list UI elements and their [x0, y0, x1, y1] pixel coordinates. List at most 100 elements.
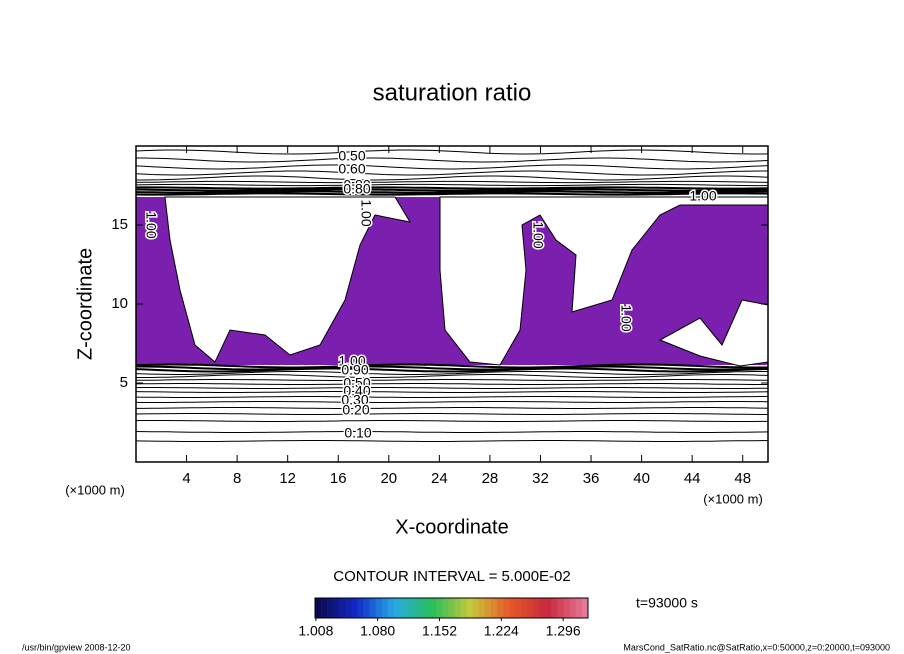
x-tick-label: 16 — [330, 470, 347, 487]
colorbar-stripe — [351, 598, 358, 618]
colorbar-tick-label: 1.080 — [360, 623, 395, 639]
x-tick-label: 8 — [233, 470, 241, 487]
contour-line — [135, 420, 768, 422]
plot-area: 0.500.600.800.80 1.001.00 1.001.001.001.00… — [111, 145, 769, 487]
contour-line — [135, 170, 768, 176]
x-tick-label: 4 — [182, 470, 190, 487]
contour-line — [135, 149, 769, 155]
colorbar-stripe — [527, 598, 534, 618]
colorbar-tick-label: 1.296 — [546, 623, 581, 639]
colorbar-stripe — [369, 598, 376, 618]
contour-label: 1.00 — [618, 304, 634, 331]
contour-label: 1.00 — [143, 211, 159, 238]
colorbar-stripe — [472, 598, 480, 618]
colorbar-stripe — [393, 598, 401, 618]
contour-line — [136, 186, 769, 190]
contour-line — [135, 401, 769, 403]
contour-line — [136, 407, 769, 409]
contour-line — [135, 192, 769, 196]
contour-line — [136, 365, 769, 371]
contour-line — [136, 379, 769, 381]
contour-line — [135, 391, 769, 393]
colorbar-tick-label: 1.008 — [298, 623, 333, 639]
x-tick-label: 32 — [532, 470, 549, 487]
colorbar-stripe — [357, 598, 364, 618]
colorbar-stripe — [557, 598, 565, 618]
colorbar-stripe — [424, 598, 431, 618]
colorbar-stripe — [581, 598, 589, 618]
y-tick-label: 15 — [111, 216, 128, 233]
contour-line — [135, 190, 768, 194]
colorbar-stripe — [399, 598, 407, 618]
y-tick-label: 10 — [111, 295, 128, 312]
contour-label: 0.60 — [338, 161, 365, 177]
time-label: t=93000 s — [636, 595, 698, 611]
colorbar-stripe — [521, 598, 528, 618]
x-tick-label: 20 — [380, 470, 397, 487]
contour-label: 1.00 — [338, 353, 365, 369]
colorbar-stripe — [509, 598, 516, 618]
contour-label: 0.10 — [344, 425, 371, 441]
x-tick-label: 48 — [734, 470, 751, 487]
contour-line — [135, 440, 769, 442]
contour-line — [135, 396, 768, 398]
x-unit-label: (×1000 m) — [65, 482, 125, 497]
contour-label: 0.50 — [338, 148, 365, 164]
contour-label: 1.00 — [530, 221, 546, 248]
contour-line — [136, 387, 769, 389]
x-unit-label: (×1000 m) — [703, 491, 763, 506]
colorbar-stripe — [448, 598, 455, 618]
contour-label: 0.80 — [343, 177, 370, 193]
colorbar-stripe — [563, 598, 571, 618]
colorbar-stripe — [375, 598, 383, 618]
x-tick-label: 44 — [684, 470, 701, 487]
colorbar-stripe — [412, 598, 419, 618]
contour-label: 0.80 — [343, 181, 370, 197]
contour-line — [136, 175, 769, 181]
colorbar-frame — [314, 597, 589, 619]
chart-title: saturation ratio — [373, 79, 532, 106]
colorbar-stripe — [533, 598, 540, 618]
colorbar-stripe — [418, 598, 425, 618]
colorbar-stripe — [339, 598, 346, 618]
colorbar-stripe — [381, 598, 389, 618]
colorbar-stripe — [515, 598, 522, 618]
colorbar-stripe — [406, 598, 413, 618]
colorbar-stripe — [545, 598, 552, 618]
contour-line — [135, 367, 769, 373]
contour-label: 0.20 — [342, 402, 369, 418]
unshaded-region — [439, 196, 769, 366]
colorbar-stripe — [490, 598, 498, 618]
colorbar-stripe — [454, 598, 461, 618]
contour-line — [135, 413, 768, 415]
colorbar-stripe — [327, 598, 334, 618]
y-tick-label: 5 — [120, 374, 128, 391]
colorbar-stripe — [569, 598, 577, 618]
y-axis-label: Z-coordinate — [74, 248, 96, 360]
contour-line — [135, 164, 769, 170]
x-tick-label: 24 — [431, 470, 448, 487]
colorbar-stripe — [430, 598, 437, 618]
x-tick-label: 28 — [482, 470, 499, 487]
colorbar-stripe — [478, 598, 486, 618]
contour-line — [135, 188, 769, 192]
colorbar-stripe — [484, 598, 492, 618]
colorbar-stripe — [333, 598, 340, 618]
contour-line — [135, 431, 769, 433]
colorbar-stripe — [466, 598, 474, 618]
colorbar-stripe — [436, 598, 443, 618]
contour-label: 0.50 — [343, 375, 370, 391]
x-axis-label: X-coordinate — [395, 516, 508, 538]
contour-line — [136, 157, 769, 163]
contour-line — [136, 374, 769, 378]
colorbar-tick-label: 1.152 — [422, 623, 457, 639]
colorbar-stripe — [345, 598, 352, 618]
unshaded-region — [164, 196, 412, 363]
contour-label: 0.40 — [343, 383, 370, 399]
colorbar-stripe — [321, 598, 328, 618]
contour-line — [135, 363, 769, 369]
colorbar-stripe — [387, 598, 395, 618]
colorbar-stripe — [551, 598, 558, 618]
x-tick-label: 36 — [583, 470, 600, 487]
